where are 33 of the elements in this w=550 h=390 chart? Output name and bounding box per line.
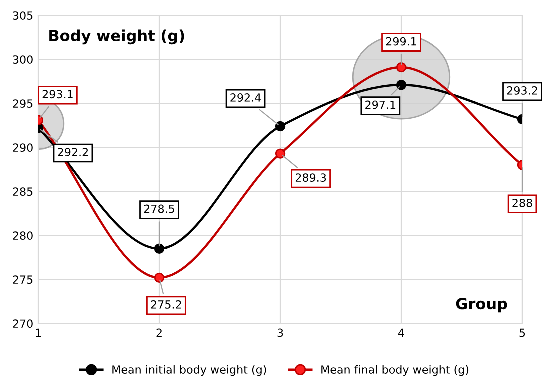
y-tick-label: 290	[13, 144, 33, 152]
x-tick-label: 3	[278, 328, 284, 338]
point	[396, 80, 407, 90]
legend-label: Mean initial body weight (g)	[112, 365, 266, 376]
text: Body weight (g)	[50, 30, 184, 45]
y-tick-label: 285	[13, 188, 33, 196]
data-label: 278.5	[144, 204, 174, 214]
x-tick-label: 5	[520, 328, 526, 338]
data-label: 275.2	[151, 300, 182, 309]
point	[154, 272, 165, 284]
y-tick-label: 305	[13, 12, 33, 20]
y-tick-label: 270	[13, 320, 33, 328]
data-label: 297.1	[366, 100, 396, 110]
legend-label: Mean final body weight (g)	[322, 365, 469, 376]
point	[275, 148, 286, 159]
y-tick-label: 280	[13, 232, 33, 240]
data-label: 299.1	[386, 37, 416, 46]
point	[396, 62, 407, 73]
point	[154, 244, 165, 254]
y-tick-label: 300	[13, 56, 33, 64]
data-label: 288	[512, 198, 532, 208]
x-tick-label: 2	[156, 328, 162, 338]
data-label: 293.2	[507, 86, 538, 95]
data-label: 289.3	[296, 174, 326, 182]
data-label: 292.4	[230, 94, 262, 102]
x-tick-label: 1	[36, 328, 42, 338]
x-axis-title: Group	[456, 298, 508, 313]
y-tick-label: 275	[13, 276, 33, 284]
point	[275, 121, 286, 132]
data-label: 292.2	[58, 148, 88, 156]
y-tick-label: 295	[13, 100, 33, 108]
x-tick-label: 4	[398, 328, 404, 338]
data-label: 293.1	[42, 90, 73, 99]
